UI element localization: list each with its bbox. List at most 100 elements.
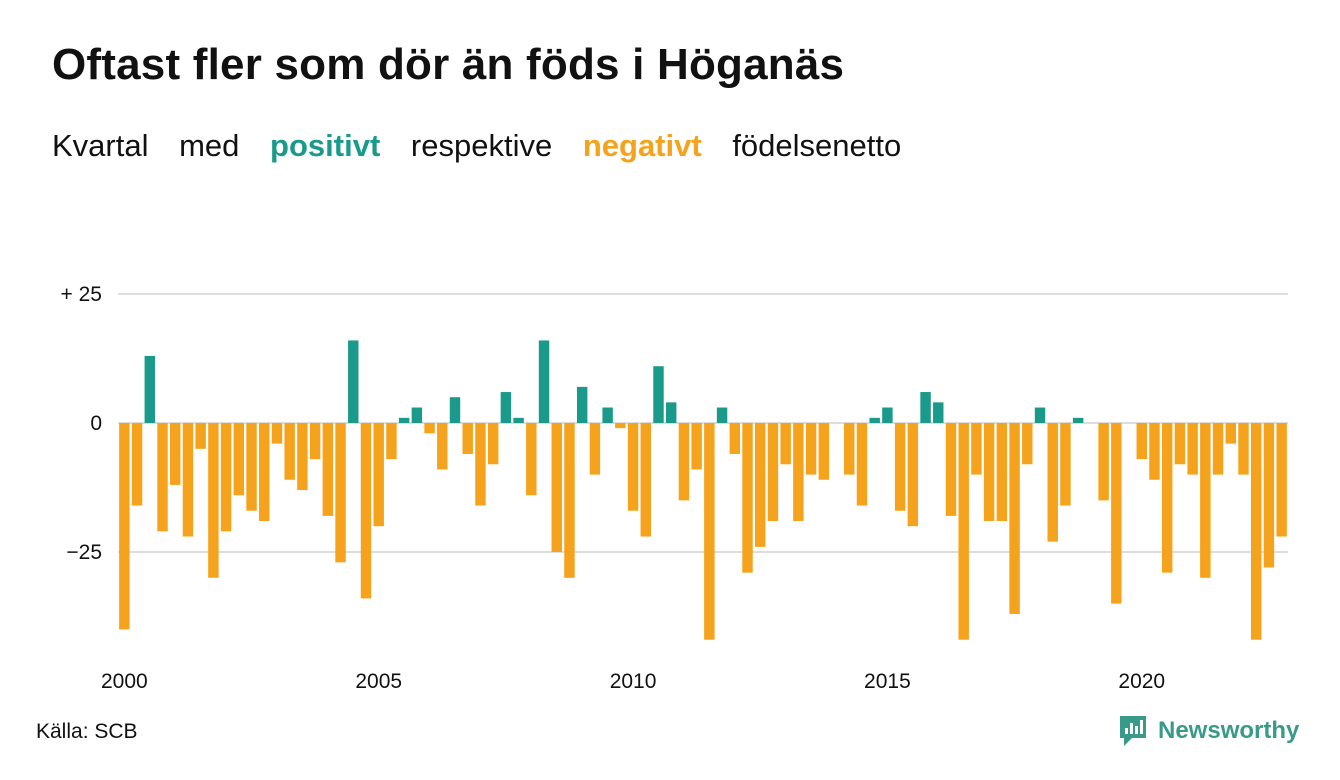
bar-negative: [589, 423, 601, 475]
logo-text: Newsworthy: [1158, 717, 1300, 744]
bar-negative: [475, 423, 486, 506]
bar-negative: [1009, 423, 1020, 614]
bar-negative: [1111, 423, 1122, 604]
bar-negative: [297, 423, 308, 491]
subtitle-word-respektive: respektive: [410, 128, 553, 163]
bar-negative: [844, 423, 855, 475]
bar-negative: [1212, 423, 1224, 475]
bar-negative: [1225, 423, 1236, 444]
bar-negative: [805, 423, 817, 475]
bar-negative: [259, 423, 270, 522]
bar-positive: [653, 366, 664, 423]
bar-negative: [1136, 423, 1147, 460]
bar-negative: [1098, 423, 1109, 501]
x-tick-label: 2000: [101, 670, 148, 693]
bar-negative: [755, 423, 766, 547]
bar-negative: [615, 423, 626, 429]
bar-negative: [564, 423, 575, 578]
bar-negative: [907, 423, 919, 527]
chart-subtitle: Kvartal med positivt respektive negativt…: [52, 128, 923, 164]
bar-negative: [945, 423, 957, 516]
newsworthy-logo-icon: [1120, 716, 1146, 746]
bar-negative: [284, 423, 295, 480]
bar-negative: [487, 423, 499, 465]
bar-positive: [716, 407, 728, 423]
bar-negative: [996, 423, 1008, 522]
source-note: Källa: SCB: [36, 720, 138, 743]
bar-positive: [882, 407, 893, 423]
bar-positive: [1034, 407, 1046, 423]
bar-positive: [933, 402, 944, 423]
x-tick-label: 2020: [1118, 670, 1165, 693]
x-tick-labels: 2000 2005 2010 2015 2020: [101, 670, 1165, 693]
newsworthy-logo: Newsworthy: [1118, 714, 1299, 748]
bar-negative: [1276, 423, 1287, 537]
y-tick-label: −25: [66, 541, 102, 564]
bar-negative: [335, 423, 346, 563]
bar-negative: [627, 423, 639, 511]
bar-negative: [1149, 423, 1160, 480]
bar-positive: [513, 417, 524, 423]
chart-title: Oftast fler som dör än föds i Höganäs: [52, 40, 845, 89]
bar-negative: [526, 423, 537, 496]
bar-negative: [1263, 423, 1275, 568]
bar-negative: [1174, 423, 1186, 465]
bar-negative: [894, 423, 906, 511]
bar-negative: [1161, 423, 1173, 573]
x-tick-label: 2005: [355, 670, 402, 693]
bar-negative: [704, 423, 715, 640]
y-tick-label: 0: [90, 412, 102, 435]
bar-negative: [1250, 423, 1262, 640]
y-tick-labels: + 25 0 −25: [61, 283, 102, 564]
subtitle-word-kvartal: Kvartal: [52, 128, 149, 163]
bar-negative: [780, 423, 791, 465]
bar-negative: [971, 423, 982, 475]
subtitle-word-fodelsenetto: födelsenetto: [732, 128, 902, 163]
subtitle-negative-word: negativt: [582, 128, 702, 163]
bar-negative: [793, 423, 804, 522]
bar-negative: [818, 423, 830, 480]
bar-negative: [271, 423, 283, 444]
bar-negative: [983, 423, 995, 522]
bar-negative: [208, 423, 219, 578]
bar-negative: [691, 423, 702, 470]
bar-negative: [233, 423, 245, 496]
bar-negative: [678, 423, 690, 501]
bar-negative: [462, 423, 473, 454]
bar-negative: [1200, 423, 1211, 578]
bar-negative: [220, 423, 232, 532]
bar-negative: [1022, 423, 1033, 465]
bar-negative: [729, 423, 741, 454]
bar-positive: [449, 397, 461, 423]
bar-negative: [1047, 423, 1058, 542]
subtitle-word-med: med: [179, 128, 240, 163]
bar-positive: [665, 402, 677, 423]
bar-negative: [1187, 423, 1198, 475]
bar-negative: [640, 423, 651, 537]
bar-negative: [373, 423, 384, 527]
bar-positive: [348, 340, 359, 423]
bar-negative: [958, 423, 969, 640]
bar-positive: [500, 392, 512, 423]
bar-negative: [322, 423, 334, 516]
bar-positive: [1072, 417, 1084, 423]
bar-negative: [1060, 423, 1071, 506]
bar-positive: [411, 407, 423, 423]
bar-negative: [246, 423, 257, 511]
bar-negative: [157, 423, 168, 532]
bar-negative: [386, 423, 397, 460]
x-tick-label: 2010: [610, 670, 657, 693]
x-tick-label: 2015: [864, 670, 911, 693]
y-tick-label: + 25: [61, 283, 102, 306]
bar-positive: [602, 407, 613, 423]
bar-negative: [856, 423, 868, 506]
subtitle-positive-word: positivt: [270, 128, 381, 163]
bar-positive: [398, 417, 410, 423]
bar-negative: [1238, 423, 1249, 475]
bar-negative: [182, 423, 194, 537]
bar-positive: [538, 340, 550, 423]
bar-negative: [424, 423, 435, 434]
bar-negative: [742, 423, 753, 573]
bar-negative: [119, 423, 130, 630]
